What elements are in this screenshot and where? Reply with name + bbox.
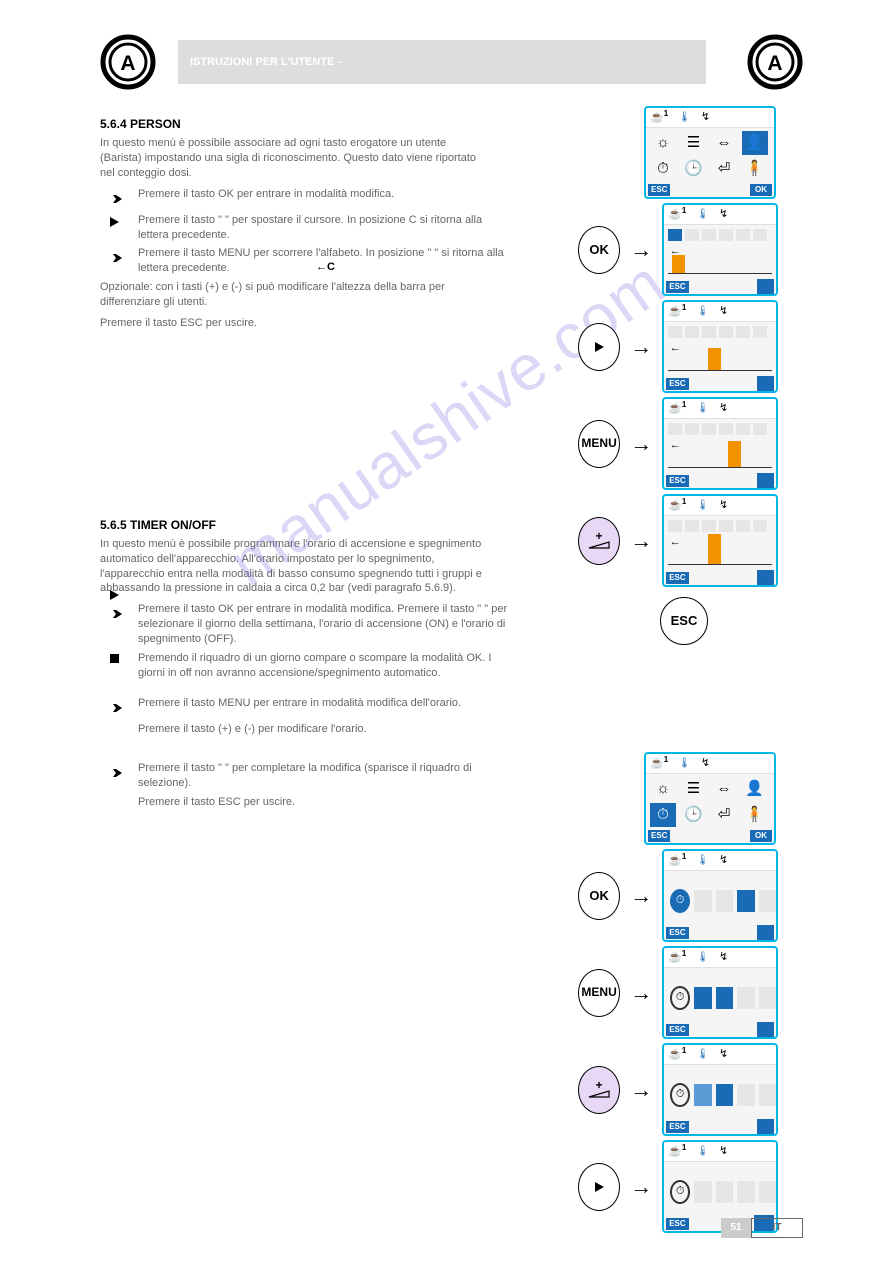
clock-icon: 🕒 [681, 803, 707, 827]
screen-thumb: ☕1🌡↯⏱ESC [662, 1043, 778, 1136]
temp-icon: 🌡 [678, 757, 691, 771]
ok-label: OK [750, 830, 772, 843]
play-button[interactable] [578, 1163, 620, 1211]
timer-icon: ⏱ [670, 889, 690, 913]
timer-icon: ⏱ [670, 1180, 690, 1204]
brightness-icon: ☼ [650, 777, 676, 801]
cup-icon: ☕1 [650, 109, 668, 126]
expand-icon: ⇔ [711, 777, 737, 801]
svg-text:A: A [120, 52, 135, 75]
flow-icon: ⏎ [711, 803, 737, 827]
svg-text:+: + [596, 531, 603, 543]
brand-logo-icon: A [747, 34, 803, 90]
square-icon [100, 651, 128, 663]
ok-button[interactable]: OK [578, 226, 620, 274]
screen-thumb: ☕1🌡↯←ESC [662, 203, 778, 296]
arrow-right-icon: → [630, 332, 652, 362]
menu-button[interactable]: MENU [578, 969, 620, 1017]
person-icon: 👤 [742, 777, 768, 801]
screen-thumb-grid: ☕1 🌡 ↯ ☼ ☰ ⇔ 👤 ⏱ 🕒 ⏎ 🧍 ESC OK [644, 106, 776, 199]
temp-icon: 🌡 [678, 111, 691, 125]
title-bar: ISTRUZIONI PER L'UTENTE - [178, 40, 706, 84]
arrow-right-icon: → [630, 881, 652, 911]
menu-button[interactable]: MENU [578, 420, 620, 468]
body-text: Premere il tasto ESC per uscire. [138, 795, 528, 810]
svg-text:A: A [767, 52, 782, 75]
body-text: Premere il tasto OK per entrare in modal… [138, 602, 510, 647]
plus-button[interactable]: + [578, 1066, 620, 1114]
ok-button[interactable]: OK [578, 872, 620, 920]
hand-pointer-icon [100, 187, 128, 209]
body-text: Premere il tasto MENU per entrare in mod… [138, 696, 461, 711]
inline-back-c-icon: ←C [316, 260, 335, 275]
body-text: In questo menù è possibile programmare l… [100, 537, 490, 596]
arrow-right-icon: → [630, 1075, 652, 1105]
plus-button[interactable]: + [578, 517, 620, 565]
list-icon: ☰ [681, 131, 707, 155]
body-text: Premere il tasto ESC per uscire. [100, 316, 490, 331]
body-text: Premere il tasto MENU per scorrere l'alf… [138, 246, 510, 276]
esc-label: ESC [648, 830, 670, 843]
cup-icon: ☕1 [650, 755, 668, 772]
screen-thumb-grid: ☕1 🌡 ↯ ☼ ☰ ⇔ 👤 ⏱ 🕒 ⏎ 🧍 ESC OK [644, 752, 776, 845]
body-text: Premere il tasto " " per spostare il cur… [138, 213, 510, 243]
steam-icon: ↯ [701, 110, 710, 125]
hand-pointer-icon [100, 761, 128, 783]
esc-label: ESC [648, 184, 670, 197]
arrow-right-icon: → [630, 235, 652, 265]
screen-thumb: ☕1🌡↯⏱ESC [662, 946, 778, 1039]
brightness-icon: ☼ [650, 131, 676, 155]
screen-thumb: ☕1🌡↯⏱ESC [662, 849, 778, 942]
hand-pointer-icon [100, 246, 128, 268]
screen-thumb: ☕1🌡↯←ESC [662, 300, 778, 393]
page-number: 51 [721, 1218, 751, 1238]
person-icon: 👤 [742, 131, 768, 155]
clock-icon: 🕒 [681, 157, 707, 181]
lang-code: IT [751, 1218, 803, 1238]
arrow-right-icon: → [630, 429, 652, 459]
body-text: Opzionale: con i tasti (+) e (-) si può … [100, 280, 490, 310]
arrow-right-icon: → [630, 1172, 652, 1202]
person-alt-icon: 🧍 [742, 803, 768, 827]
triangle-play-icon [100, 213, 128, 227]
hand-pointer-icon [100, 696, 128, 718]
timer-icon: ⏱ [670, 986, 690, 1010]
body-text: Premere il tasto " " per completare la m… [138, 761, 510, 791]
expand-icon: ⇔ [711, 131, 737, 155]
flow-icon: ⏎ [711, 157, 737, 181]
body-text: Premere il tasto OK per entrare in modal… [138, 187, 394, 202]
screen-thumb: ☕1🌡↯←ESC [662, 494, 778, 587]
arrow-right-icon: → [630, 526, 652, 556]
timer-icon: ⏱ [670, 1083, 690, 1107]
play-button[interactable] [578, 323, 620, 371]
svg-text:+: + [596, 1080, 603, 1092]
screen-thumb: ☕1🌡↯←ESC [662, 397, 778, 490]
list-icon: ☰ [681, 777, 707, 801]
ok-label: OK [750, 184, 772, 197]
arrow-right-icon: → [630, 978, 652, 1008]
body-text: In questo menù è possibile associare ad … [100, 136, 490, 181]
brand-logo-icon: A [100, 34, 156, 90]
body-text: Premendo il riquadro di un giorno compar… [138, 651, 510, 681]
steam-icon: ↯ [701, 756, 710, 771]
body-text: Premere il tasto (+) e (-) per modificar… [138, 722, 528, 737]
timer-icon: ⏱ [650, 803, 676, 827]
timer-icon: ⏱ [650, 157, 676, 181]
hand-pointer-icon [100, 602, 128, 624]
esc-button[interactable]: ESC [660, 597, 708, 645]
person-alt-icon: 🧍 [742, 157, 768, 181]
